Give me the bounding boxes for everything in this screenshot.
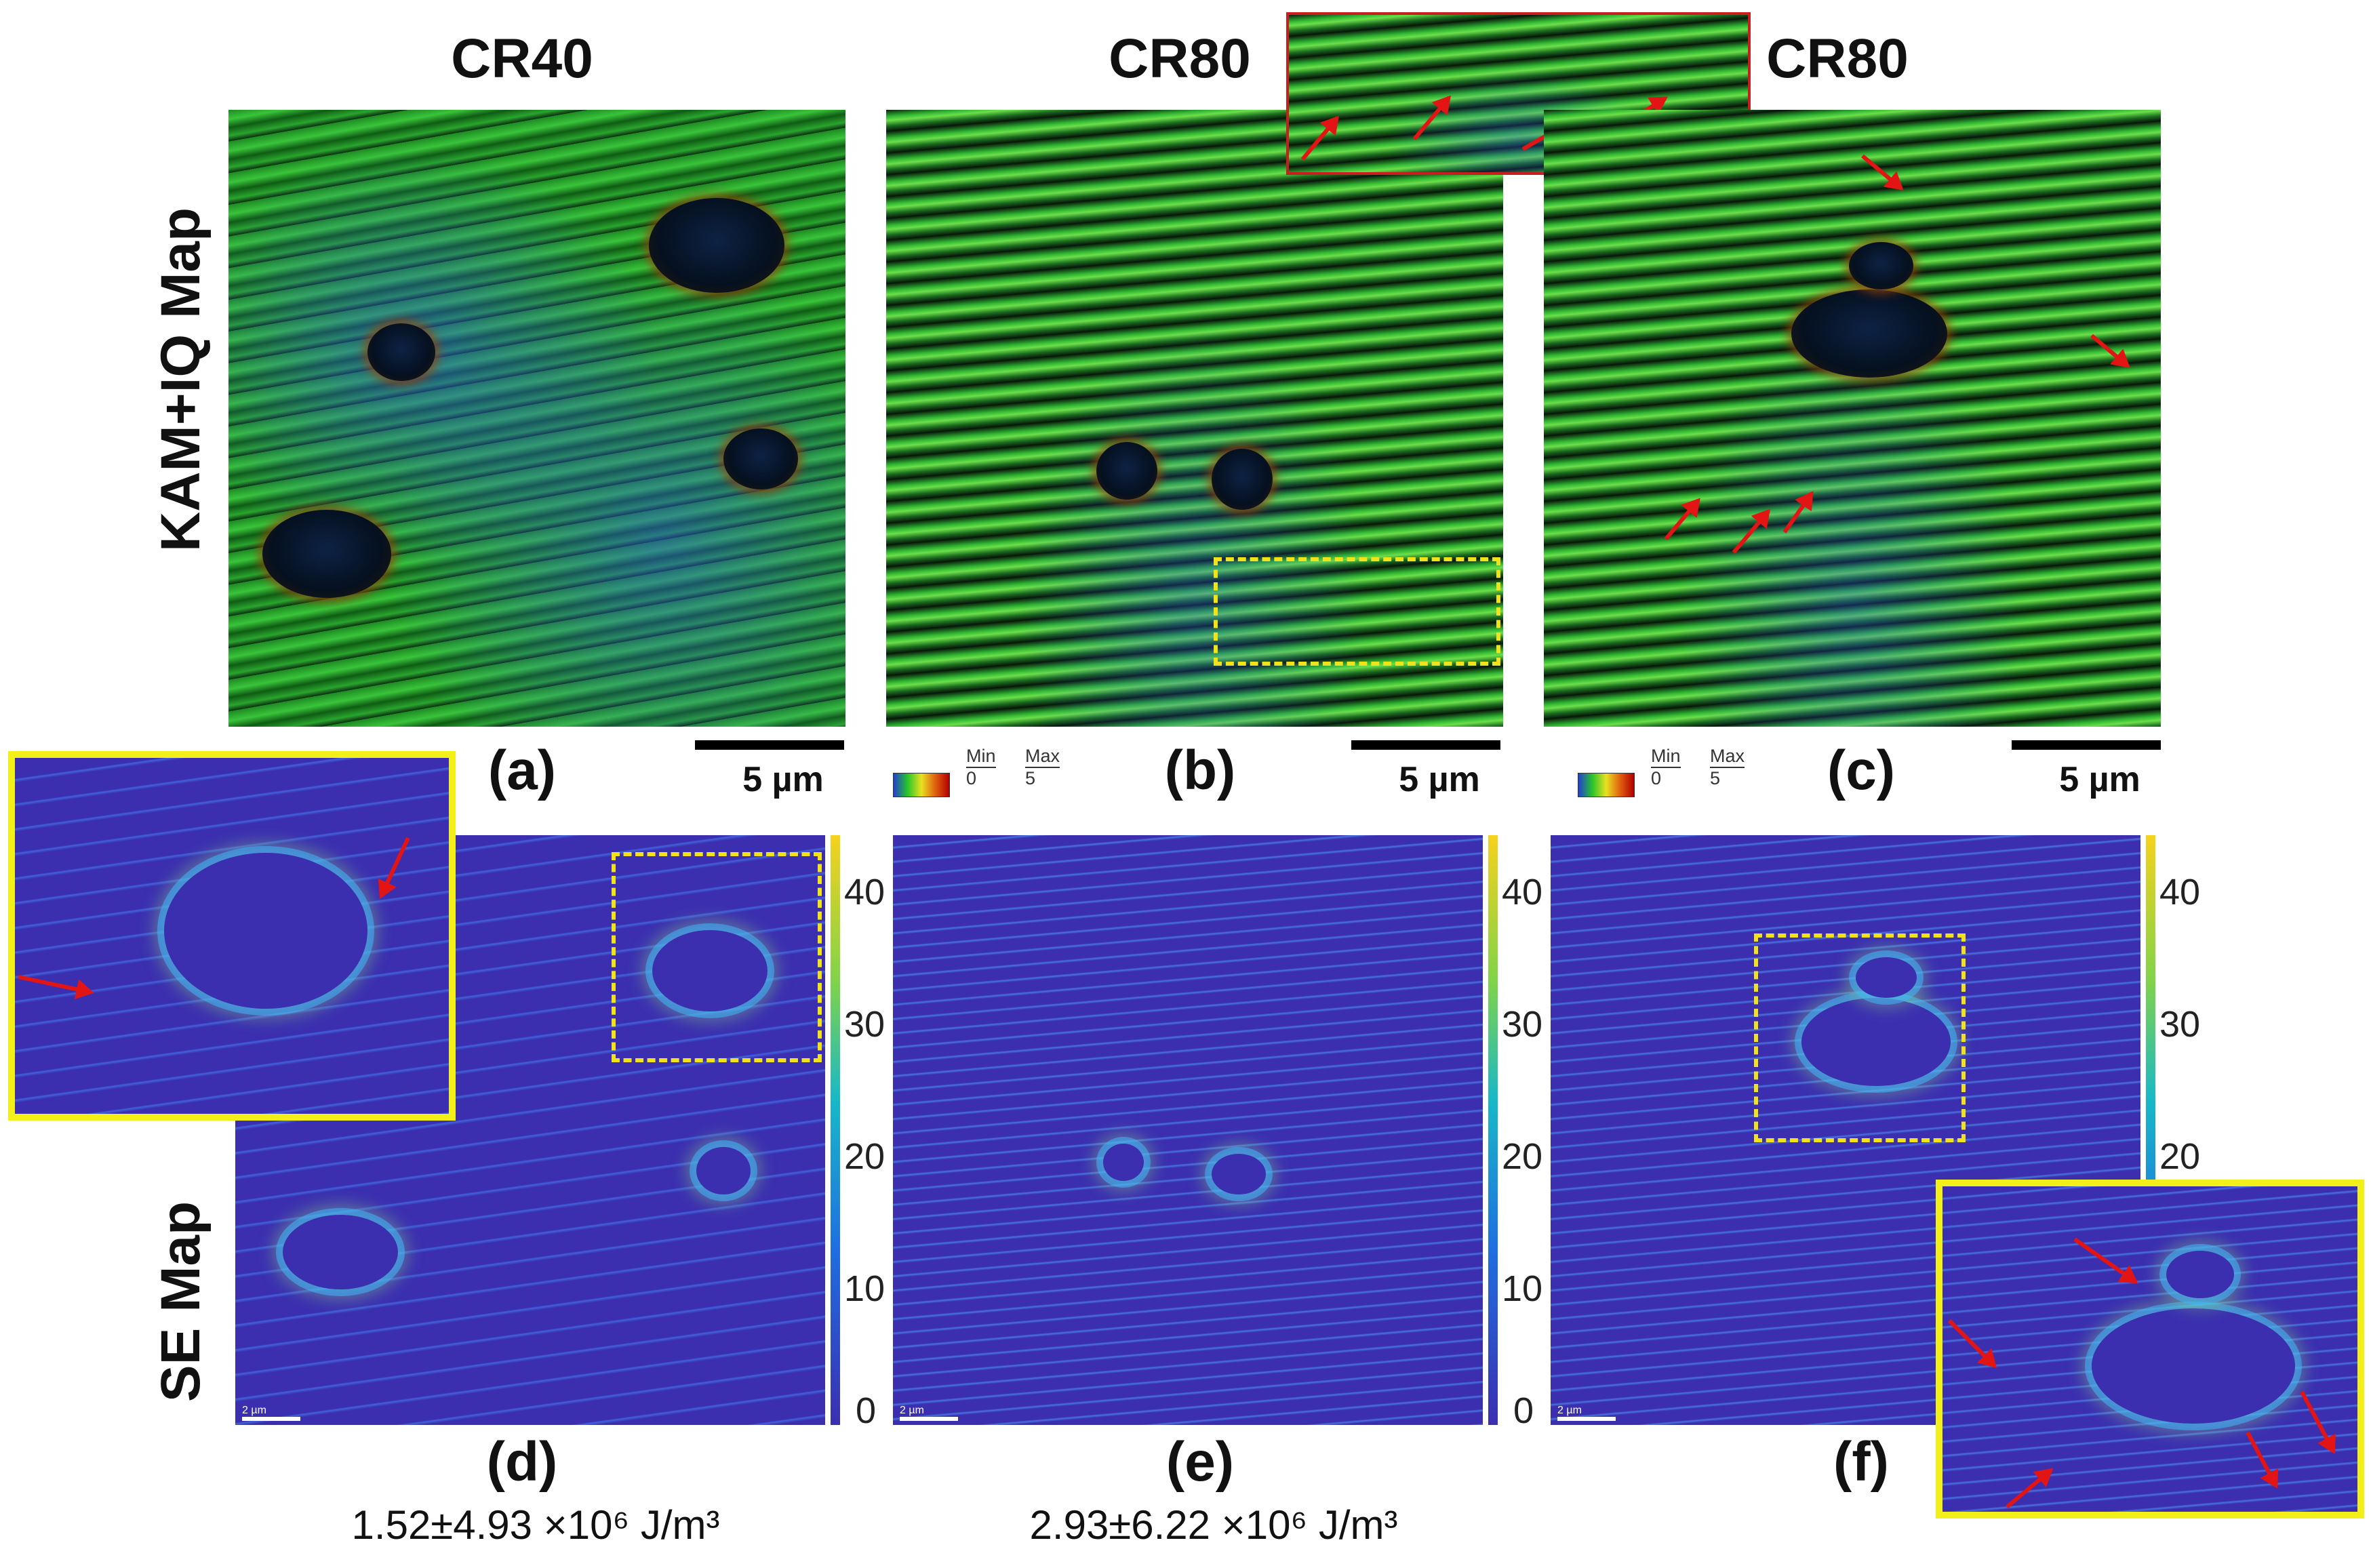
scale-label-b: 5 µm xyxy=(1399,760,1480,799)
void xyxy=(696,1147,751,1194)
arrow xyxy=(1782,491,1814,534)
colorbar-d xyxy=(831,835,840,1425)
void xyxy=(2166,1251,2234,1298)
colorbar-tick: 40 xyxy=(844,872,885,912)
colorbar-tick: 40 xyxy=(2159,872,2201,912)
void xyxy=(1212,449,1273,510)
arrow xyxy=(2006,1468,2053,1509)
void xyxy=(1103,1144,1144,1181)
void xyxy=(652,930,768,1011)
row-label-se: SE Map xyxy=(150,1201,212,1403)
arrow xyxy=(2090,334,2130,368)
stat-e: 2.93±6.22 ×10⁶ J/m³ xyxy=(1029,1502,1398,1548)
arrow xyxy=(1947,1319,1997,1368)
colorbar-tick: 20 xyxy=(844,1136,885,1177)
kam-legend-min-c: Min 0 xyxy=(1651,746,1681,788)
void xyxy=(164,853,367,1009)
se-map-e: 2 µm xyxy=(893,835,1483,1425)
panel-label-f: (f) xyxy=(1833,1431,1889,1493)
kam-map-a xyxy=(228,110,845,727)
highlight-box-f xyxy=(1754,933,1966,1142)
void xyxy=(1096,442,1157,500)
title-cr80-c: CR80 xyxy=(1766,28,1909,89)
title-cr80-b: CR80 xyxy=(1109,28,1251,89)
scale-bar-c xyxy=(2012,740,2161,750)
arrow xyxy=(1732,509,1770,554)
se-map-f: 2 µm xyxy=(1551,835,2140,1425)
highlight-box-d xyxy=(612,852,822,1062)
panel-label-c: (c) xyxy=(1827,740,1896,801)
void xyxy=(262,510,391,598)
kam-legend-max-b: Max 5 xyxy=(1025,746,1060,788)
kam-legend-swatch-c xyxy=(1578,773,1635,797)
kam-map-c xyxy=(1544,110,2161,727)
arrow xyxy=(2300,1390,2336,1453)
kam-legend-max-c: Max 5 xyxy=(1710,746,1745,788)
void xyxy=(723,428,798,489)
highlight-box-b xyxy=(1214,557,1500,666)
kam-legend-min-b: Min 0 xyxy=(966,746,996,788)
small-scale-bar-e: 2 µm xyxy=(900,1405,958,1421)
zoom-inset-f xyxy=(1936,1180,2364,1519)
scale-label-a: 5 µm xyxy=(742,760,824,799)
arrow xyxy=(1412,96,1451,140)
colorbar-tick: 0 xyxy=(1513,1390,1534,1431)
panel-label-e: (e) xyxy=(1165,1431,1235,1493)
arrow xyxy=(1300,116,1339,161)
colorbar-tick: 10 xyxy=(1502,1268,1543,1309)
arrow xyxy=(1861,154,1903,190)
colorbar-tick: 20 xyxy=(2159,1136,2201,1177)
scale-bar-a xyxy=(695,740,844,750)
arrow xyxy=(2073,1237,2137,1284)
arrow xyxy=(379,837,410,898)
void xyxy=(1791,289,1947,378)
colorbar-tick: 10 xyxy=(844,1268,885,1309)
panel-label-a: (a) xyxy=(487,740,557,801)
void xyxy=(649,198,784,293)
row-label-kam: KAM+IQ Map xyxy=(150,207,212,552)
colorbar-tick: 30 xyxy=(844,1004,885,1045)
colorbar-tick: 20 xyxy=(1502,1136,1543,1177)
panel-label-b: (b) xyxy=(1164,740,1236,801)
colorbar-tick: 0 xyxy=(856,1390,877,1431)
zoom-inset-d xyxy=(8,751,456,1121)
void xyxy=(1212,1154,1266,1194)
void xyxy=(2092,1308,2295,1424)
void xyxy=(1849,242,1913,289)
colorbar-tick: 30 xyxy=(1502,1004,1543,1045)
void xyxy=(1856,957,1917,998)
scale-bar-b xyxy=(1351,740,1500,750)
stat-d: 1.52±4.93 ×10⁶ J/m³ xyxy=(351,1502,720,1548)
void xyxy=(1801,998,1951,1086)
colorbar-tick: 40 xyxy=(1502,872,1543,912)
void xyxy=(283,1215,398,1289)
void xyxy=(367,323,435,381)
panel-label-d: (d) xyxy=(486,1431,558,1493)
small-scale-bar-d: 2 µm xyxy=(242,1405,300,1421)
kam-map-b xyxy=(886,110,1503,727)
colorbar-e xyxy=(1488,835,1498,1425)
small-scale-bar-f: 2 µm xyxy=(1557,1405,1616,1421)
colorbar-tick: 30 xyxy=(2159,1004,2201,1045)
arrow xyxy=(18,975,92,994)
arrow xyxy=(1664,498,1700,540)
kam-legend-swatch-b xyxy=(893,773,950,797)
arrow xyxy=(2246,1431,2278,1487)
scale-label-c: 5 µm xyxy=(2059,760,2140,799)
title-cr40: CR40 xyxy=(451,28,593,89)
